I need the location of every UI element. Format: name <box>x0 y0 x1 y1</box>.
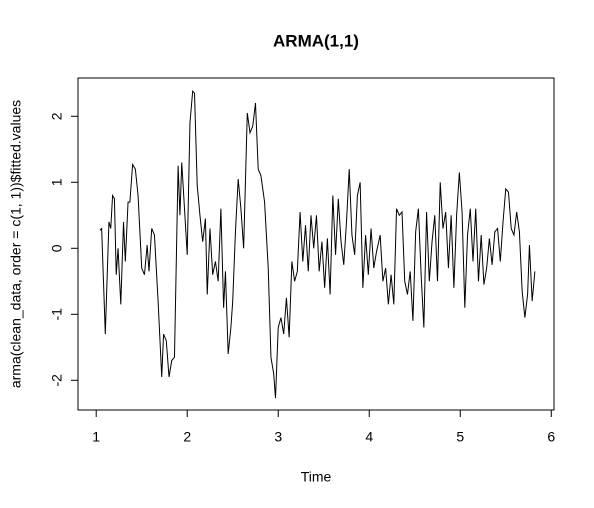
y-tick-label: -2 <box>49 374 65 387</box>
chart-title: ARMA(1,1) <box>273 31 359 50</box>
series-line <box>99 90 536 399</box>
y-tick-label: 1 <box>49 178 65 186</box>
x-tick-label: 1 <box>92 429 100 445</box>
x-tick-label: 5 <box>456 429 464 445</box>
x-axis-label: Time <box>301 469 332 485</box>
plot-frame <box>77 77 555 411</box>
y-axis-label: arma(clean_data, order = c(1, 1))$fitted… <box>8 100 24 388</box>
x-tick-label: 4 <box>365 429 373 445</box>
x-tick-label: 6 <box>547 429 555 445</box>
y-tick-label: 0 <box>49 244 65 252</box>
x-tick-label: 3 <box>274 429 282 445</box>
y-tick-label: -1 <box>49 308 65 321</box>
y-tick-label: 2 <box>49 112 65 120</box>
x-tick-label: 2 <box>183 429 191 445</box>
